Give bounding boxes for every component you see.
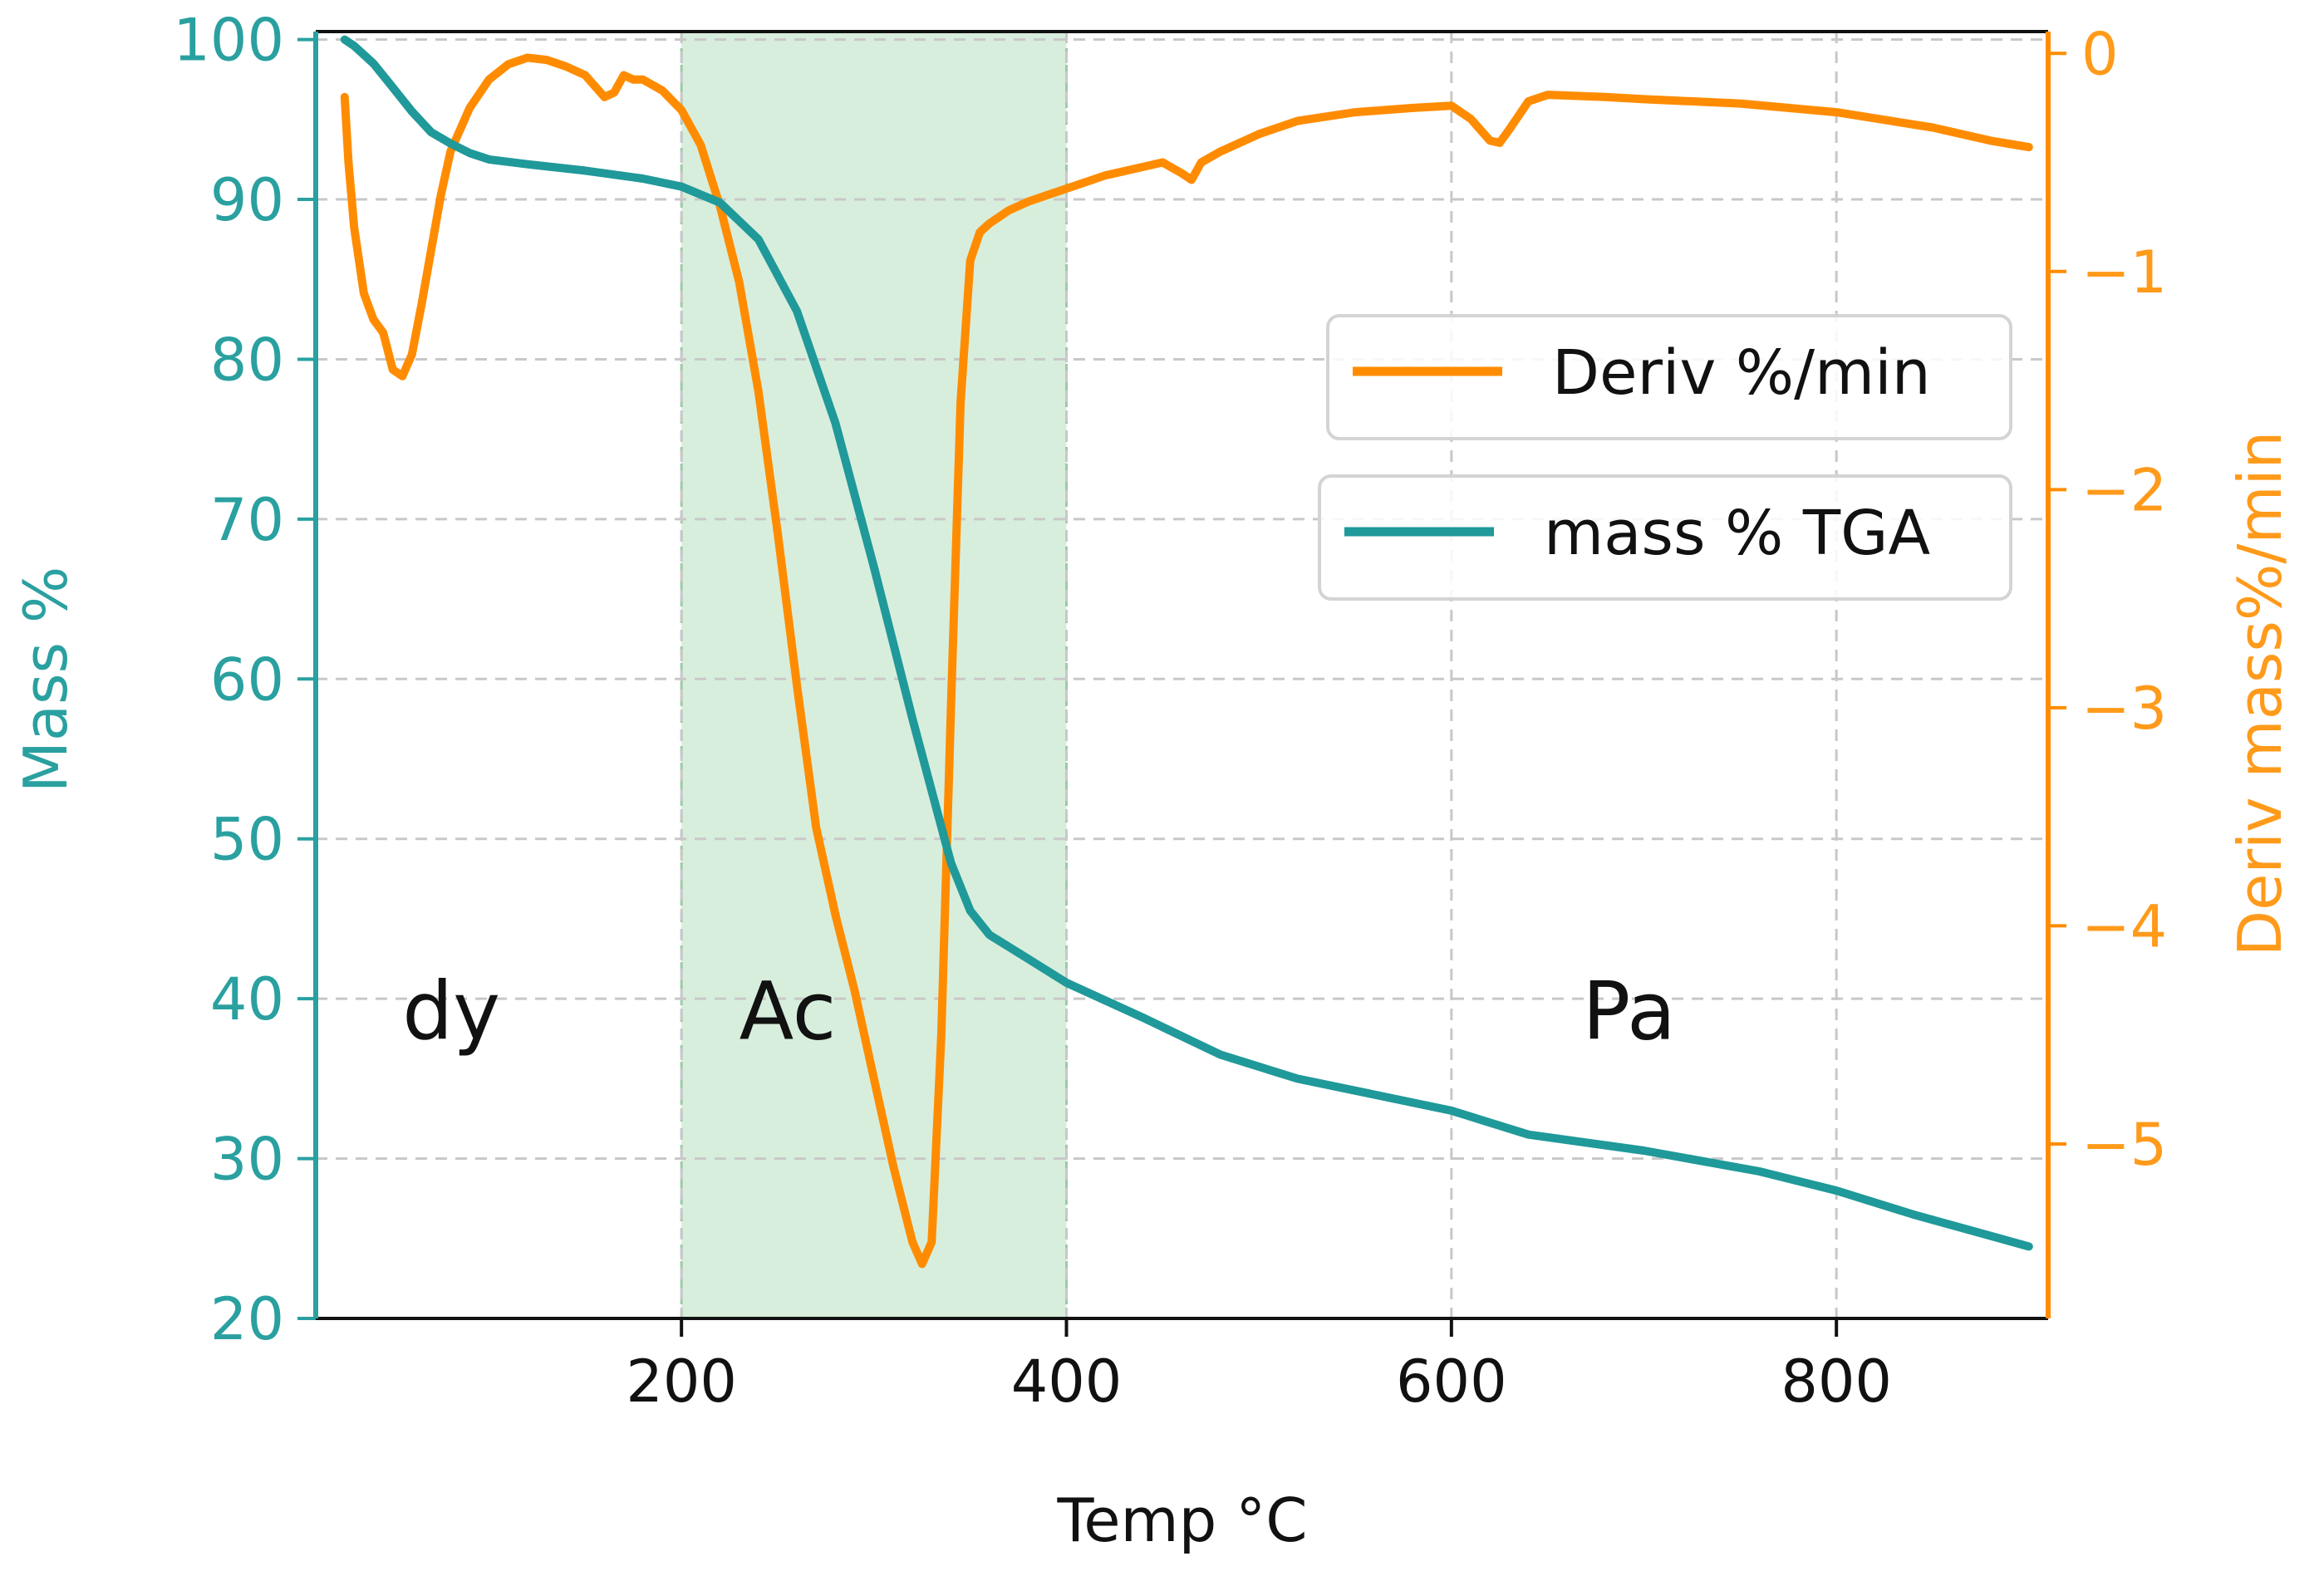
series-line-mass <box>340 35 2033 1251</box>
legend-label-mass: mass % TGA <box>1544 498 1930 569</box>
y-left-tick-label-8: 100 <box>173 7 284 75</box>
legend: Deriv %/min mass % TGA <box>1318 314 2012 601</box>
y-right-tick-label-3: −3 <box>2081 675 2167 743</box>
x-axis-label: Temp °C <box>1056 1485 1307 1555</box>
ticks-layer: 200 400 600 800 20 30 40 50 60 70 80 90 100 0 −1 −2 −3 −4… <box>173 7 2167 1416</box>
legend-entry-deriv: Deriv %/min <box>1326 314 2012 440</box>
y-left-tick-label-6: 80 <box>210 326 284 394</box>
y-axis-right-label: Deriv mass%/min <box>2225 431 2295 957</box>
y-left-tick-label-7: 90 <box>210 166 284 234</box>
x-tick-label-2: 600 <box>1396 1348 1507 1416</box>
x-tick-label-3: 800 <box>1781 1348 1892 1416</box>
y-left-tick-label-0: 20 <box>210 1285 284 1353</box>
x-tick-label-1: 400 <box>1011 1348 1123 1416</box>
y-right-tick-label-5: −5 <box>2081 1111 2167 1179</box>
y-right-tick-label-1: −1 <box>2081 238 2167 307</box>
y-right-tick-label-4: −4 <box>2081 892 2167 960</box>
y-left-tick-label-3: 50 <box>210 806 284 874</box>
x-tick-label-0: 200 <box>626 1348 737 1416</box>
y-right-tick-label-2: −2 <box>2081 456 2167 524</box>
legend-entry-mass: mass % TGA <box>1318 474 2012 601</box>
y-left-tick-label-1: 30 <box>210 1126 284 1194</box>
y-left-tick-label-4: 60 <box>210 646 284 714</box>
series-layer <box>340 35 2033 1269</box>
y-left-tick-label-2: 40 <box>210 965 284 1033</box>
y-axis-left-label: Mass % <box>11 567 81 793</box>
annotation-ac: Ac <box>739 965 837 1058</box>
grid-lines <box>316 32 2048 1318</box>
legend-label-deriv: Deriv %/min <box>1552 337 1931 409</box>
shaded-region-ac <box>681 32 1067 1318</box>
axes-frame <box>313 30 2051 1320</box>
y-left-tick-label-5: 70 <box>210 486 284 554</box>
series-line-deriv <box>340 53 2033 1269</box>
y-right-tick-label-0: 0 <box>2081 20 2119 88</box>
annotation-dy: dy <box>402 965 500 1058</box>
annotation-pa: Pa <box>1582 965 1675 1058</box>
